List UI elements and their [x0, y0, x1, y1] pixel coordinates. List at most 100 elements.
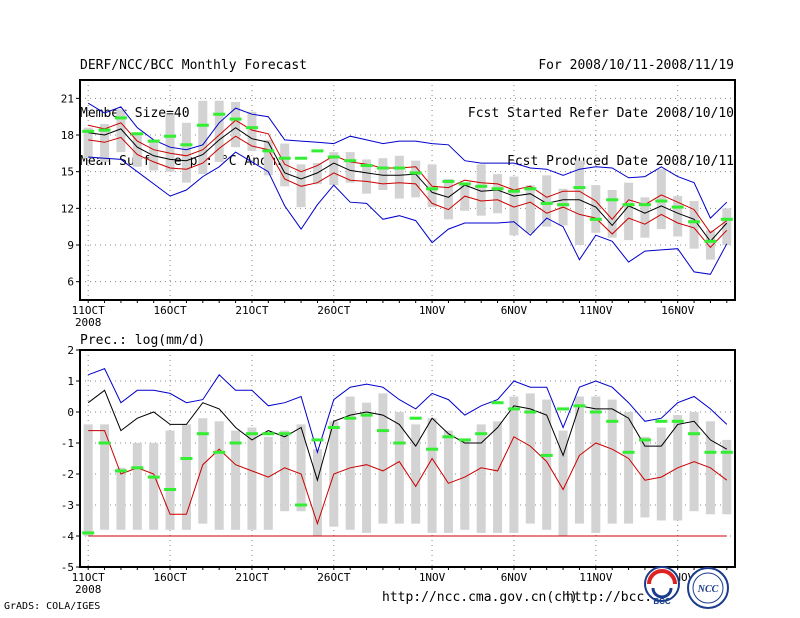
temp-obs-marker [540, 201, 553, 205]
prec-obs-marker [688, 432, 701, 436]
prec-obs-marker [229, 441, 242, 445]
prec-obs-marker [491, 401, 504, 405]
temp-obs-marker [114, 116, 127, 120]
prec-obs-marker [262, 432, 275, 436]
prec-max-line [88, 367, 728, 455]
prec-obs-marker [376, 429, 389, 433]
prec-spread-box [443, 430, 453, 533]
temp-spread-box [525, 185, 535, 233]
prec-obs-marker [475, 432, 488, 436]
prec-obs-marker [393, 441, 406, 445]
prec-panel-title: Prec.: log(mm/d) [80, 333, 205, 348]
prec-spread-box [214, 421, 224, 530]
temp-spread-box [132, 132, 142, 167]
temp-max-line [87, 102, 728, 219]
prec-x-tick-label: 1NOV [419, 571, 446, 584]
temp-obs-marker [327, 155, 340, 159]
temp-obs-marker [229, 117, 242, 121]
prec-spread-box [411, 424, 421, 524]
prec-obs-marker [704, 450, 717, 454]
prec-obs-marker [606, 419, 619, 423]
temp-spread-box [181, 122, 191, 183]
temp-obs-marker [458, 182, 471, 186]
prec-x-tick-label: 6NOV [501, 571, 528, 584]
grads-credit: GrADS: COLA/IGES [4, 601, 101, 612]
temp-obs-marker [196, 123, 209, 127]
temp-obs-marker [278, 156, 291, 160]
temp-x-tick-label: 11OCT [72, 304, 105, 317]
bcc-url[interactable]: http://bcc.c [566, 590, 660, 605]
prec-obs-marker [589, 410, 602, 414]
temp-x-tick-label: 26OCT [317, 304, 350, 317]
prec-y-tick-label: -2 [61, 468, 74, 481]
prec-obs-marker [180, 457, 193, 460]
prec-y-tick-label: 1 [67, 375, 74, 388]
prec-obs-marker [720, 450, 733, 454]
temp-spread-box [165, 114, 175, 172]
prec-obs-marker [196, 432, 209, 436]
temp-spread-box [607, 190, 617, 238]
prec-spread-box [296, 424, 306, 512]
temp-obs-marker [442, 179, 455, 183]
prec-x-tick-label: 16OCT [154, 571, 187, 584]
temp-spread-box [247, 111, 257, 151]
temp-x-tick-label: 21OCT [235, 304, 268, 317]
prec-obs-marker [671, 419, 684, 423]
ncc-url[interactable]: http://ncc.cma.gov.cn(ch) [382, 590, 578, 605]
temp-obs-marker [475, 184, 488, 188]
temp-obs-marker [557, 203, 570, 207]
temp-spread-box [214, 100, 224, 162]
prec-spread-box [280, 430, 290, 512]
temp-spread-box [345, 152, 355, 183]
prec-spread-box [722, 439, 732, 515]
prec-y-tick-label: -4 [61, 530, 75, 543]
prec-spread-box [345, 396, 355, 530]
temp-obs-marker [638, 203, 651, 207]
prec-spread-box [198, 418, 208, 524]
temp-obs-marker [688, 220, 701, 224]
temp-obs-marker [311, 149, 324, 153]
temp-spread-box [509, 176, 519, 236]
prec-spread-box [149, 443, 159, 530]
temp-obs-marker [213, 112, 226, 116]
forecast-period-label: For 2008/10/11-2008/11/19 [538, 58, 734, 73]
temp-obs-marker [245, 126, 258, 130]
temp-obs-marker [131, 132, 144, 136]
temp-spread-box [394, 155, 404, 199]
prec-x-tick-label: 11OCT [72, 571, 105, 584]
temp-spread-box [378, 158, 388, 190]
temp-obs-marker [262, 149, 275, 153]
temp-spread-box [411, 160, 421, 198]
temp-y-tick-label: 12 [61, 202, 74, 215]
temp-obs-marker [622, 203, 635, 207]
prec-x-year-label: 2008 [75, 583, 102, 596]
prec-spread-box [607, 399, 617, 524]
prec-obs-marker [327, 426, 340, 429]
prec-min-line [88, 430, 728, 526]
prec-obs-marker [540, 453, 553, 457]
prec-spread-box [493, 421, 503, 533]
temp-spread-box [231, 102, 241, 148]
prec-spread-box [132, 443, 142, 530]
prec-obs-marker [507, 407, 520, 411]
prec-spread-box [231, 430, 241, 530]
temp-obs-marker [720, 217, 733, 221]
prec-x-tick-label: 11NOV [579, 571, 612, 584]
temp-spread-box [722, 208, 732, 245]
temp-obs-marker [426, 187, 439, 191]
prec-obs-marker [213, 450, 226, 454]
prec-obs-marker [82, 531, 95, 535]
prec-obs-marker [557, 407, 570, 411]
temp-obs-marker [164, 134, 177, 138]
prec-obs-marker [458, 438, 471, 442]
prec-obs-marker [131, 466, 144, 470]
prec-obs-marker [524, 410, 537, 414]
prec-obs-marker [638, 438, 651, 442]
temp-x-tick-label: 6NOV [501, 304, 528, 317]
temp-x-year-label: 2008 [75, 316, 102, 329]
prec-obs-marker [311, 438, 324, 442]
prec-obs-marker [426, 447, 439, 451]
temp-upper-line [88, 119, 728, 234]
prec-y-tick-label: 2 [67, 344, 74, 357]
